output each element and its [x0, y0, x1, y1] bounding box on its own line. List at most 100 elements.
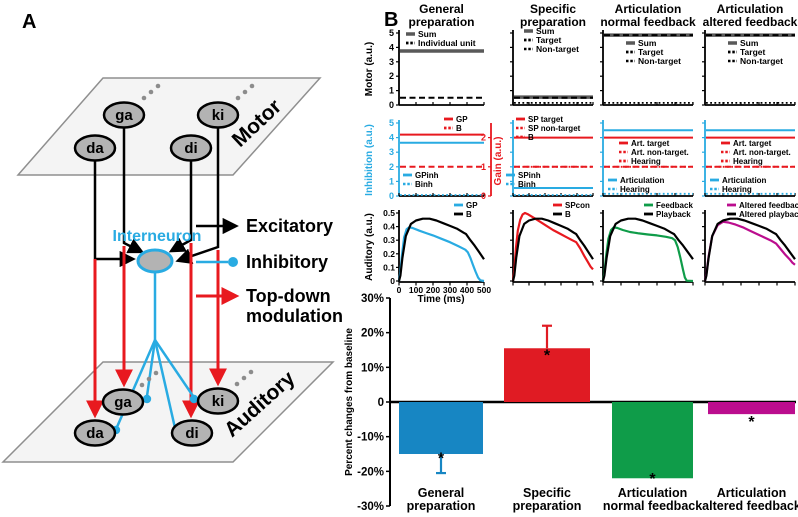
motor-node-ga [102, 101, 146, 129]
auditory-node-da-label: da [86, 425, 104, 442]
excitatory-line-di [168, 160, 193, 253]
legend-label: Altered feedback [739, 201, 798, 210]
auditory-node-da [73, 419, 117, 447]
legend-topdown-label-2: modulation [246, 306, 343, 326]
gain-axis-label: Gain (a.u.) [493, 137, 504, 186]
auditory-row: 00.10.20.30.40.50 100 200 300 400 500GPBSPcon… [383, 201, 798, 295]
bar-articulation-normal-feedback [612, 402, 693, 479]
auditory-node-ga-label: ga [114, 394, 132, 411]
tick-label: 500 [477, 285, 491, 295]
bar-category-label: altered feedback [702, 499, 798, 513]
tick-label: -30% [357, 501, 384, 513]
interneuron-node [136, 248, 174, 274]
tick-label: 20% [361, 328, 384, 340]
tick-label: 1 [481, 162, 486, 172]
legend-label: Sum [418, 29, 437, 39]
tick-label: 0 [389, 100, 394, 110]
tick-label: 5 [389, 118, 394, 128]
legend-label: Non-target [536, 44, 579, 54]
ellipsis-dots [139, 369, 254, 388]
summary-bar-chart: 30%20%10%0-10%-20%-30%*Generalpreparatio… [357, 293, 798, 513]
legend-label: B [565, 210, 571, 219]
curve-b [397, 217, 485, 282]
excitatory-line-ga [122, 127, 145, 254]
legend-label: SP target [528, 115, 563, 124]
model-legend: Excitatory Inhibitory Top-down modulatio… [196, 216, 343, 326]
bar-category-label: Articulation [717, 486, 786, 500]
curve-b [511, 217, 594, 282]
inhibitory-dot-icon [228, 257, 238, 267]
tick-label: 0 [390, 276, 395, 286]
tick-label: 4 [389, 133, 394, 143]
panel-b-label: B [384, 9, 398, 31]
tick-label: 0 [397, 285, 402, 295]
tick-label: 5 [389, 28, 394, 38]
tick-label: 0 [481, 191, 486, 201]
motor-axis-label: Motor (a.u.) [364, 42, 375, 96]
panel-a-label: A [22, 11, 36, 33]
tick-label: 200 [426, 285, 440, 295]
legend-excitatory-label: Excitatory [246, 216, 333, 236]
curve-feedback [601, 226, 694, 283]
curve-gp [397, 226, 485, 283]
auditory-node-ki-label: ki [212, 393, 225, 410]
legend-label: Hearing [620, 185, 650, 194]
motor-node-ga-label: ga [115, 107, 133, 124]
inhibitory-line-di [153, 339, 177, 429]
legend-label: Individual unit [418, 38, 476, 48]
bar-category-label: Specific [523, 486, 571, 500]
time-axis-label: Time (ms) [417, 294, 464, 305]
motor-nodes: ga ki da di [73, 83, 255, 162]
legend-label: GPinh [415, 171, 439, 180]
auditory-node-ga [101, 388, 145, 416]
tick-label: 10% [361, 362, 384, 374]
tick-label: 0 [389, 191, 394, 201]
curve-spcon [511, 211, 594, 282]
tick-label: 0.2 [383, 249, 395, 259]
auditory-node-di-label: di [185, 425, 198, 442]
legend-inhibitory-label: Inhibitory [246, 252, 328, 272]
tick-label: 100 [409, 285, 423, 295]
motor-node-di-label: di [184, 140, 197, 157]
tick-label: -20% [357, 466, 384, 478]
motor-node-da [73, 134, 117, 162]
tick-label: 1 [389, 176, 394, 186]
tick-label: 1 [389, 86, 394, 96]
legend-label: Sum [638, 38, 657, 48]
legend-label: B [456, 124, 462, 133]
legend-label: SPinh [518, 171, 541, 180]
legend-label: Altered playback [739, 210, 798, 219]
curve-altered-playback [703, 217, 796, 282]
bar-category-label: preparation [407, 499, 476, 513]
column-title: Articulation [615, 2, 682, 16]
tick-label: 0.1 [383, 262, 395, 272]
tick-label: 4 [389, 42, 394, 52]
bar-specific-preparation [504, 348, 590, 402]
legend-label: Art. non-target. [631, 148, 689, 157]
sig-marker: * [438, 451, 445, 468]
legend-label: GP [466, 201, 478, 210]
inhibitory-terminal [189, 394, 199, 404]
inhibitory-terminal [142, 394, 152, 404]
legend-label: Non-target [740, 56, 783, 66]
legend-label: Non-target [638, 56, 681, 66]
auditory-node-di [170, 419, 214, 447]
legend-label: Target [740, 47, 766, 57]
motor-node-ki-label: ki [212, 107, 225, 124]
bar-category-label: preparation [513, 499, 582, 513]
ellipsis-dots [141, 83, 255, 101]
legend-label: Articulation [620, 176, 665, 185]
legend-label: Sum [740, 38, 759, 48]
legend-label: Target [536, 35, 562, 45]
motor-node-di [169, 134, 213, 162]
inhibitory-line-ga [145, 339, 157, 397]
legend-label: GP [456, 115, 468, 124]
legend-label: Binh [415, 180, 433, 189]
tick-label: 3 [389, 57, 394, 67]
auditory-nodes: ga ki da di [73, 369, 254, 447]
legend-label: B [466, 210, 472, 219]
